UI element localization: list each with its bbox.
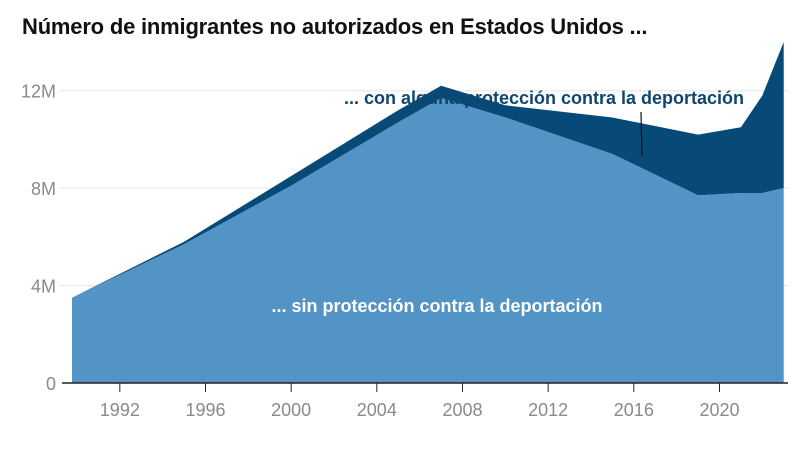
annotation-leader-line (640, 111, 643, 157)
y-tick-label: 8M (31, 179, 56, 199)
x-tick-label: 1992 (100, 400, 140, 420)
axes: 0 4M 8M 12M 1992 1996 2000 2004 2008 2012 2016 2020 (21, 82, 788, 420)
y-tick-label: 4M (31, 277, 56, 297)
series-labels: ... sin protección contra la deportación… (271, 88, 744, 316)
chart-title: Número de inmigrantes no autorizados en … (22, 14, 648, 39)
y-tick-label: 0 (46, 374, 56, 394)
x-tick-label: 1996 (185, 400, 225, 420)
plot-areas (72, 42, 784, 383)
series-label-protected: ... con alguna protección contra la depo… (344, 88, 744, 108)
x-tick-label: 2012 (528, 400, 568, 420)
x-tick-label: 2000 (271, 400, 311, 420)
area-unprotected (72, 98, 784, 383)
x-tick-label: 2020 (699, 400, 739, 420)
y-tick-label: 12M (21, 82, 56, 102)
series-label-unprotected: ... sin protección contra la deportación (271, 296, 602, 316)
x-tick-label: 2008 (442, 400, 482, 420)
x-tick-label: 2004 (357, 400, 397, 420)
x-tick-label: 2016 (614, 400, 654, 420)
